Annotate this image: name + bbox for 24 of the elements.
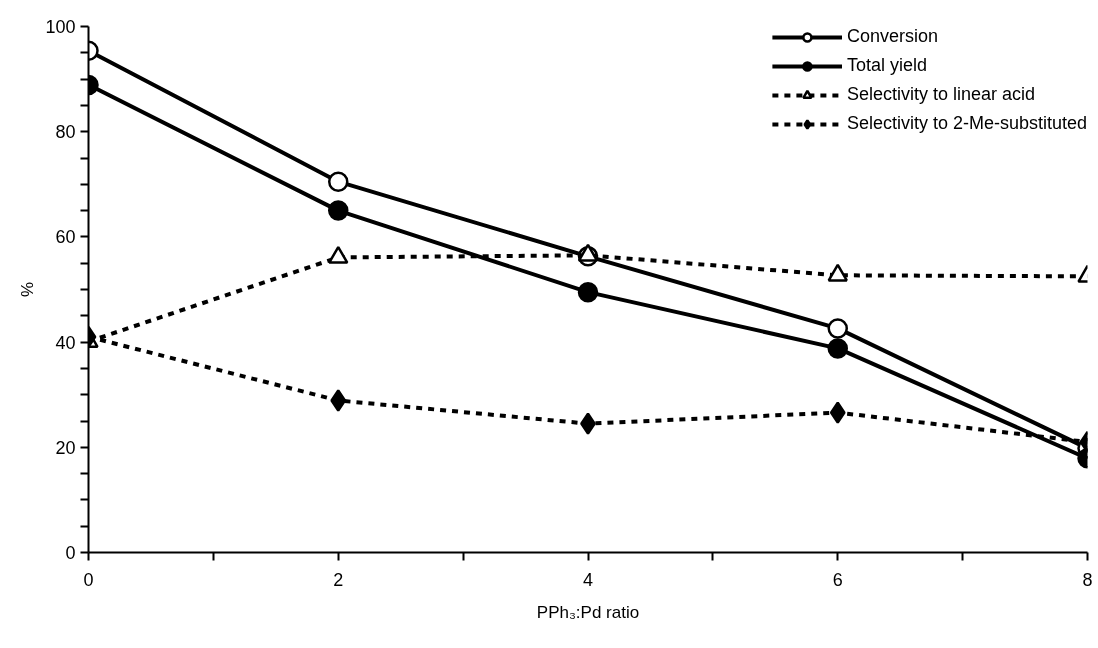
y-tick-label: 0: [65, 543, 76, 563]
x-tick-label: 2: [333, 569, 344, 590]
y-tick-label: 20: [55, 437, 76, 458]
point: [577, 281, 599, 303]
legend-label: Total yield: [846, 55, 927, 76]
x-tick-label: 6: [832, 569, 843, 590]
point: [827, 338, 848, 359]
x-tick-label: 8: [1082, 569, 1093, 590]
x-tick-label: 0: [83, 569, 94, 590]
y-axis-title: %: [18, 281, 38, 298]
y-tick-label: 60: [55, 227, 76, 248]
y-tick-label: 100: [45, 17, 76, 37]
x-tick-label: 4: [582, 569, 594, 590]
y-tick-label: 40: [55, 332, 76, 353]
point: [328, 200, 349, 221]
legend-label: Selectivity to linear acid: [846, 84, 1035, 105]
y-tick-label: 80: [55, 122, 76, 143]
point: [330, 389, 347, 412]
point: [829, 401, 846, 424]
x-axis-title: PPh₃:Pd ratio: [536, 602, 640, 622]
legend-label: Selectivity to 2-Me-substituted: [846, 113, 1087, 134]
point: [328, 171, 349, 192]
point: [827, 318, 848, 339]
legend-label: Conversion: [846, 26, 938, 47]
